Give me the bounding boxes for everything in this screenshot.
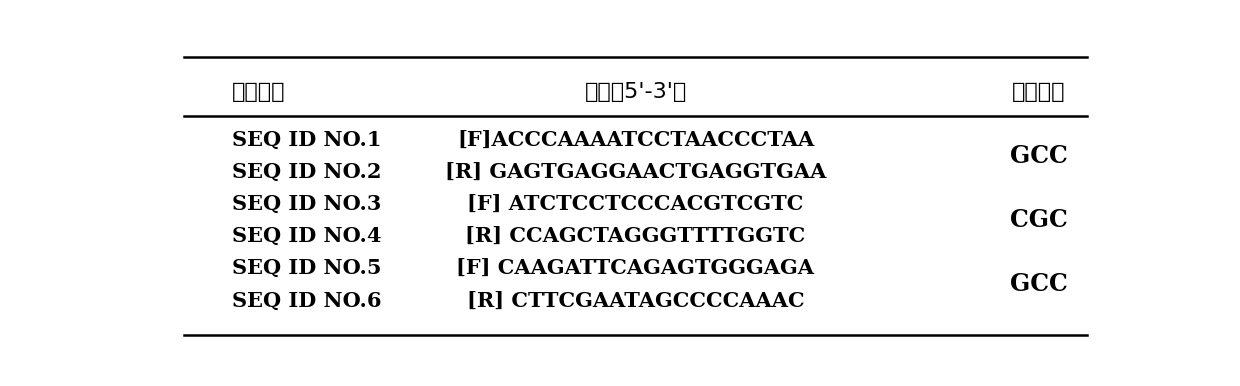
Text: CGC: CGC	[1011, 208, 1068, 232]
Text: SEQ ID NO.5: SEQ ID NO.5	[232, 258, 382, 278]
Text: [F]ACCCAAAATCCTAACCCTAA: [F]ACCCAAAATCCTAACCCTAA	[456, 130, 815, 150]
Text: SEQ ID NO.3: SEQ ID NO.3	[232, 194, 381, 214]
Text: [F] ATCTCCTCCCACGTCGTC: [F] ATCTCCTCCCACGTCGTC	[467, 194, 804, 214]
Text: [F] CAAGATTCAGAGTGGGAGA: [F] CAAGATTCAGAGTGGGAGA	[456, 258, 815, 278]
Text: SEQ ID NO.4: SEQ ID NO.4	[232, 226, 382, 246]
Text: GCC: GCC	[1011, 273, 1068, 296]
Text: SEQ ID NO.1: SEQ ID NO.1	[232, 130, 382, 150]
Text: [R] CTTCGAATAGCCCCAAAC: [R] CTTCGAATAGCCCCAAAC	[466, 290, 805, 310]
Text: 序列（5'-3'）: 序列（5'-3'）	[584, 82, 687, 102]
Text: 引物编号: 引物编号	[232, 82, 285, 102]
Text: [R] CCAGCTAGGGTTTTGGTC: [R] CCAGCTAGGGTTTTGGTC	[465, 226, 806, 246]
Text: GCC: GCC	[1011, 144, 1068, 168]
Text: 重复类型: 重复类型	[1012, 82, 1066, 102]
Text: SEQ ID NO.2: SEQ ID NO.2	[232, 162, 382, 182]
Text: SEQ ID NO.6: SEQ ID NO.6	[232, 290, 382, 310]
Text: [R] GAGTGAGGAACTGAGGTGAA: [R] GAGTGAGGAACTGAGGTGAA	[445, 162, 826, 182]
